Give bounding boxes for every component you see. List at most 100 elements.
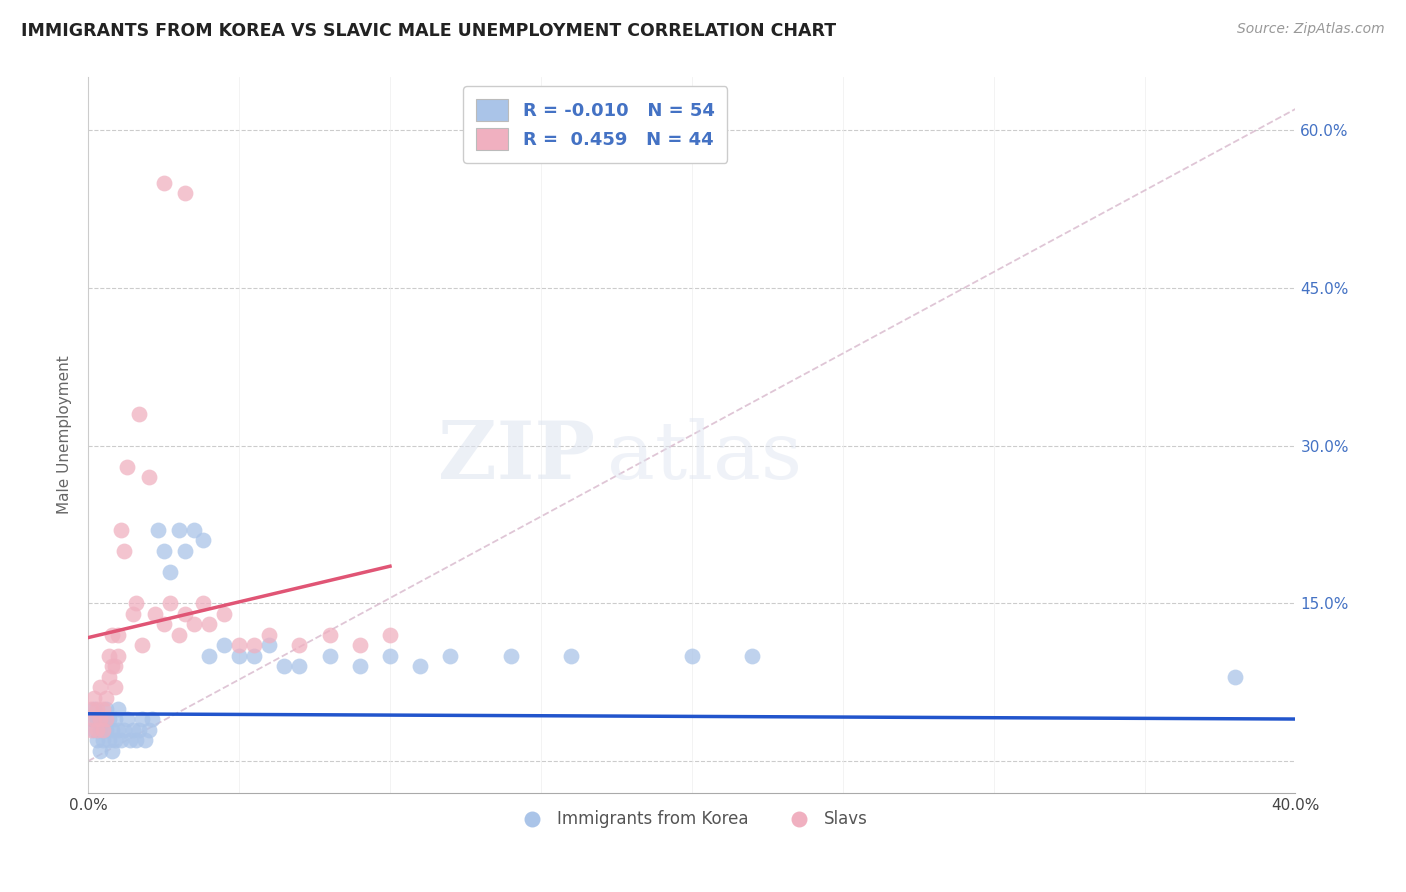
Point (173, 543, 195, 558)
Point (198, 648, 221, 663)
Point (91, 733, 114, 747)
Point (80, 701, 103, 715)
Text: IMMIGRANTS FROM KOREA VS SLAVIC MALE UNEMPLOYMENT CORRELATION CHART: IMMIGRANTS FROM KOREA VS SLAVIC MALE UNE… (21, 22, 837, 40)
Point (107, 648, 129, 663)
Point (318, 628, 340, 642)
Point (86, 712, 108, 726)
Point (159, 565, 181, 579)
Point (110, 733, 132, 747)
Point (1223, 670, 1246, 684)
Point (89, 681, 111, 695)
Point (86, 723, 108, 737)
Point (173, 607, 195, 621)
Point (243, 648, 266, 663)
Point (80, 712, 103, 726)
Point (191, 596, 214, 610)
Point (83, 691, 105, 706)
Point (107, 701, 129, 715)
Point (318, 648, 340, 663)
Y-axis label: Male Unemployment: Male Unemployment (58, 356, 72, 515)
Point (288, 659, 311, 673)
Point (86, 733, 108, 747)
Point (499, 648, 522, 663)
Point (98, 733, 121, 747)
Text: Source: ZipAtlas.com: Source: ZipAtlas.com (1237, 22, 1385, 37)
Point (741, 648, 763, 663)
Point (681, 648, 703, 663)
Point (89, 743, 111, 757)
Point (125, 733, 148, 747)
Legend: Immigrants from Korea, Slavs: Immigrants from Korea, Slavs (509, 803, 875, 834)
Point (173, 186, 195, 201)
Point (98, 670, 121, 684)
Point (167, 523, 190, 537)
Point (257, 628, 280, 642)
Point (191, 533, 214, 548)
Point (409, 659, 432, 673)
Point (101, 628, 124, 642)
Point (117, 459, 139, 474)
Point (89, 723, 111, 737)
Point (96, 701, 118, 715)
Point (96, 723, 118, 737)
Point (198, 617, 221, 632)
Point (159, 596, 181, 610)
Point (110, 523, 132, 537)
Point (112, 543, 135, 558)
Point (439, 648, 461, 663)
Point (120, 733, 142, 747)
Point (91, 712, 114, 726)
Point (212, 607, 235, 621)
Point (112, 723, 135, 737)
Point (288, 639, 311, 653)
Point (257, 639, 280, 653)
Point (143, 607, 166, 621)
Text: atlas: atlas (607, 417, 803, 495)
Point (104, 659, 127, 673)
Point (138, 723, 160, 737)
Point (378, 628, 401, 642)
Point (125, 596, 148, 610)
Point (98, 712, 121, 726)
Point (122, 607, 145, 621)
Point (349, 659, 371, 673)
Point (101, 659, 124, 673)
Point (152, 617, 174, 632)
Point (83, 712, 105, 726)
Point (228, 648, 250, 663)
Point (101, 743, 124, 757)
Point (96, 691, 118, 706)
Point (91, 701, 114, 715)
Point (104, 681, 127, 695)
Point (273, 659, 295, 673)
Point (128, 407, 150, 421)
Point (83, 723, 105, 737)
Point (152, 176, 174, 190)
Point (141, 712, 163, 726)
Point (146, 523, 169, 537)
Point (243, 639, 266, 653)
Point (86, 701, 108, 715)
Point (228, 639, 250, 653)
Point (122, 723, 145, 737)
Point (134, 733, 156, 747)
Point (131, 712, 153, 726)
Point (212, 639, 235, 653)
Text: ZIP: ZIP (439, 417, 595, 495)
Point (167, 628, 190, 642)
Point (83, 701, 105, 715)
Point (128, 723, 150, 737)
Point (80, 723, 103, 737)
Point (89, 712, 111, 726)
Point (104, 712, 127, 726)
Point (104, 733, 127, 747)
Point (152, 543, 174, 558)
Point (107, 723, 129, 737)
Point (560, 648, 582, 663)
Point (101, 723, 124, 737)
Point (131, 639, 153, 653)
Point (378, 648, 401, 663)
Point (349, 639, 371, 653)
Point (91, 723, 114, 737)
Point (96, 712, 118, 726)
